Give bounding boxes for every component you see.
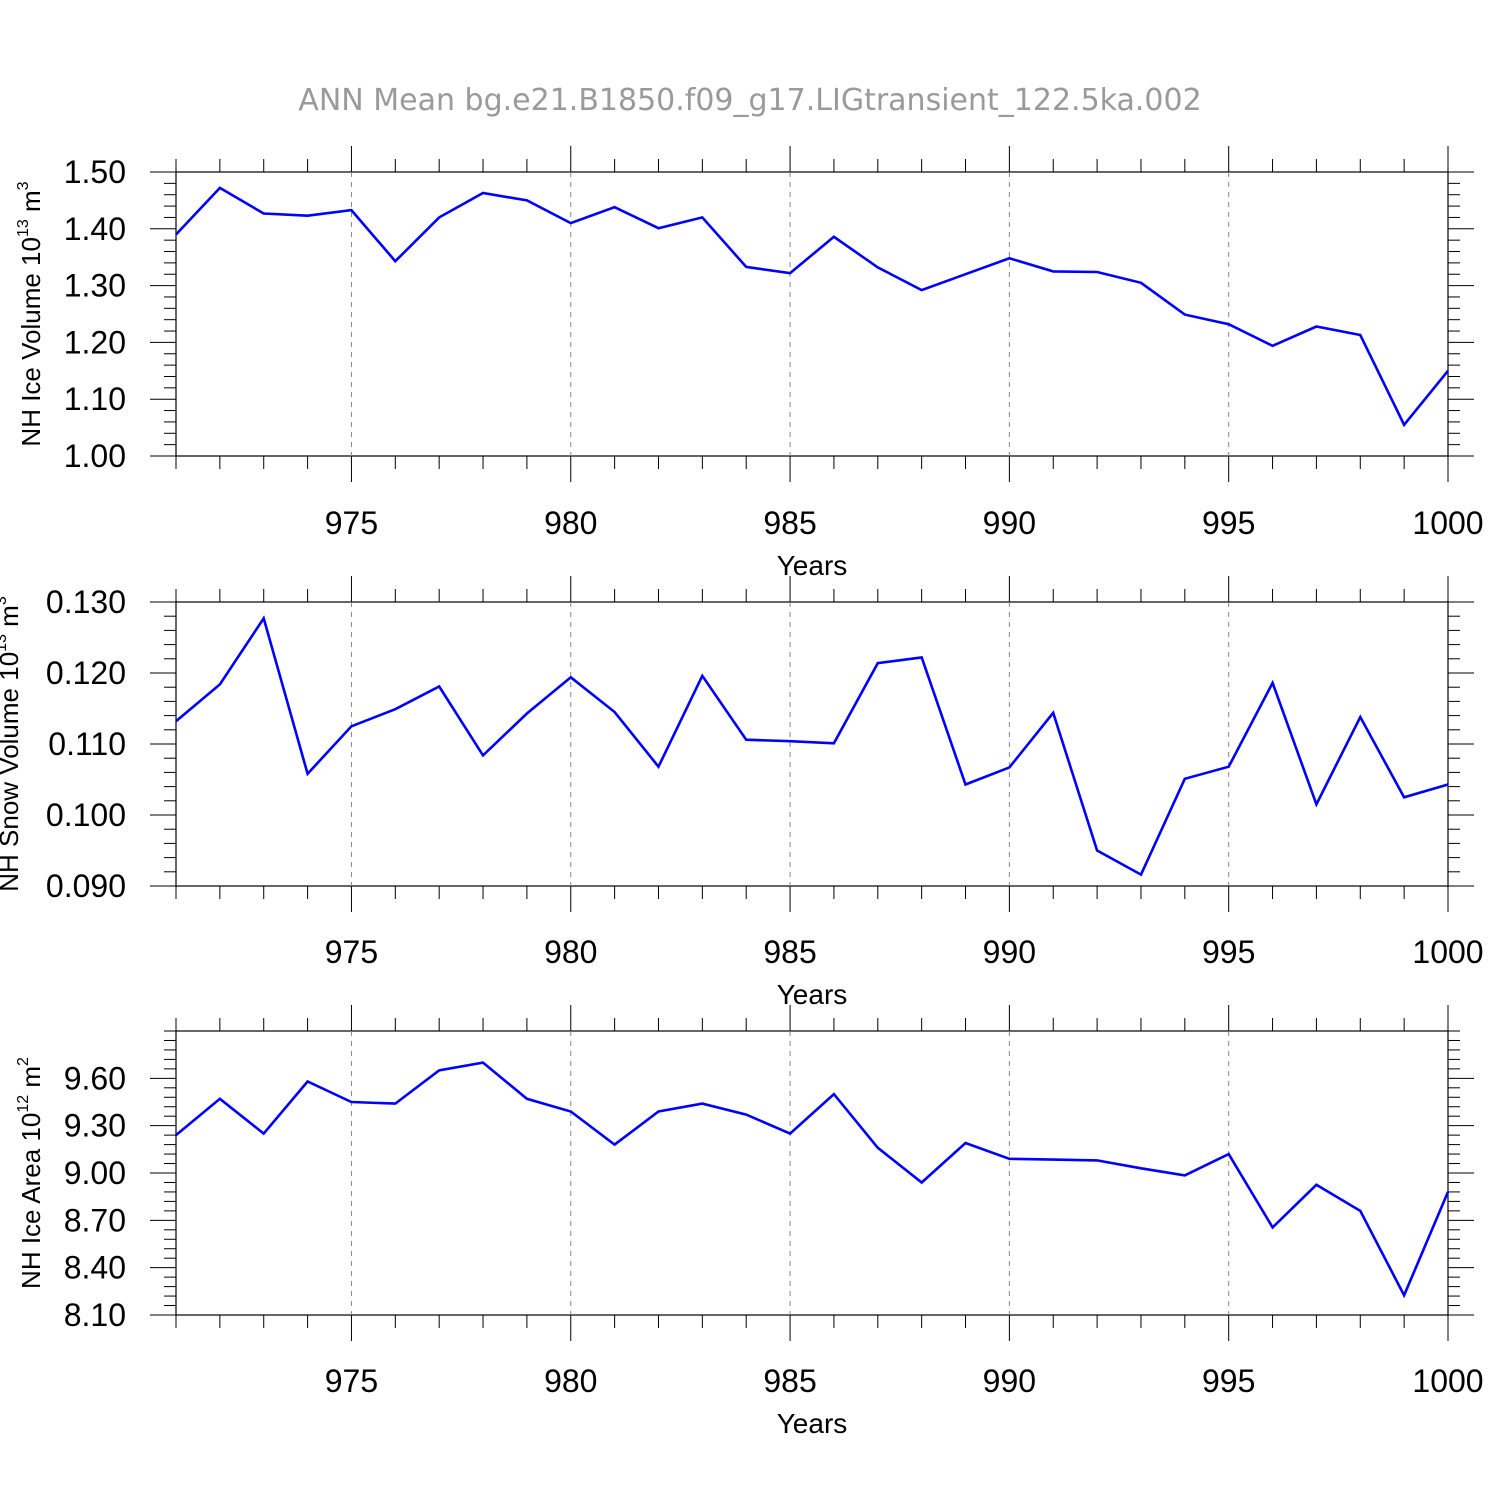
y-tick-label: 9.30 [64,1108,126,1144]
plot-frame [175,1030,1449,1316]
y-tick-label: 1.10 [64,381,126,417]
y-tick-label: 0.110 [48,726,126,762]
x-tick-label: 995 [1202,934,1255,970]
x-tick-label: 990 [983,934,1036,970]
series-line [175,1061,1450,1299]
chart-panel-ice-volume: 975 980 985 990 995 1000 1.00 1.10 1.20 1.30 1.40 1… [15,146,1484,581]
y-tick-label: 1.00 [64,438,126,474]
series-line [175,615,1449,877]
y-tick-label: 0.100 [46,797,126,833]
chart-panel-ice-area: 975 980 985 990 995 1000 8.10 8.40 8.70 9.00 9.30 9… [15,1005,1484,1439]
y-tick-label: 9.60 [64,1060,126,1096]
x-axis-label: Years [777,979,848,1010]
y-tick-label: 8.70 [64,1202,126,1238]
x-tick-label: 980 [544,934,597,970]
x-tick-label: 990 [983,1363,1036,1399]
y-axis-label: NH Ice Volume 1013 m3 [15,181,46,446]
x-tick-label: 980 [544,1363,597,1399]
x-tick-label: 985 [763,505,816,541]
series-line [175,186,1450,428]
x-tick-label: 1000 [1412,505,1483,541]
x-axis-label: Years [777,550,848,581]
y-tick-label: 8.40 [64,1250,126,1286]
figure-title: ANN Mean bg.e21.B1850.f09_g17.LIGtransie… [298,83,1201,118]
y-tick-label: 0.090 [46,868,126,904]
x-axis-label: Years [777,1408,848,1439]
y-tick-label: 9.00 [64,1155,126,1191]
x-tick-label: 975 [325,1363,378,1399]
x-tick-label: 990 [983,505,1036,541]
x-tick-label: 985 [763,934,816,970]
chart-panel-snow-volume: 975 980 985 990 995 1000 0.090 0.100 0.110 0.120 0… [0,576,1484,1010]
y-tick-label: 1.20 [64,324,126,360]
y-tick-label: 0.120 [46,655,126,691]
plot-frame [175,601,1449,887]
x-tick-label: 975 [325,505,378,541]
x-tick-label: 995 [1202,505,1255,541]
y-tick-label: 1.40 [64,211,126,247]
x-tick-label: 985 [763,1363,816,1399]
x-tick-label: 1000 [1412,934,1483,970]
plot-frame [175,171,1449,457]
x-tick-label: 1000 [1412,1363,1483,1399]
y-tick-label: 1.30 [64,268,126,304]
y-tick-label: 0.130 [46,584,126,620]
x-tick-label: 975 [325,934,378,970]
y-tick-label: 1.50 [64,154,126,190]
x-tick-label: 980 [544,505,597,541]
y-tick-label: 8.10 [64,1297,126,1333]
x-tick-label: 995 [1202,1363,1255,1399]
y-axis-label: NH Snow Volume 1013 m3 [0,596,24,892]
y-axis-label: NH Ice Area 1012 m2 [15,1057,46,1289]
